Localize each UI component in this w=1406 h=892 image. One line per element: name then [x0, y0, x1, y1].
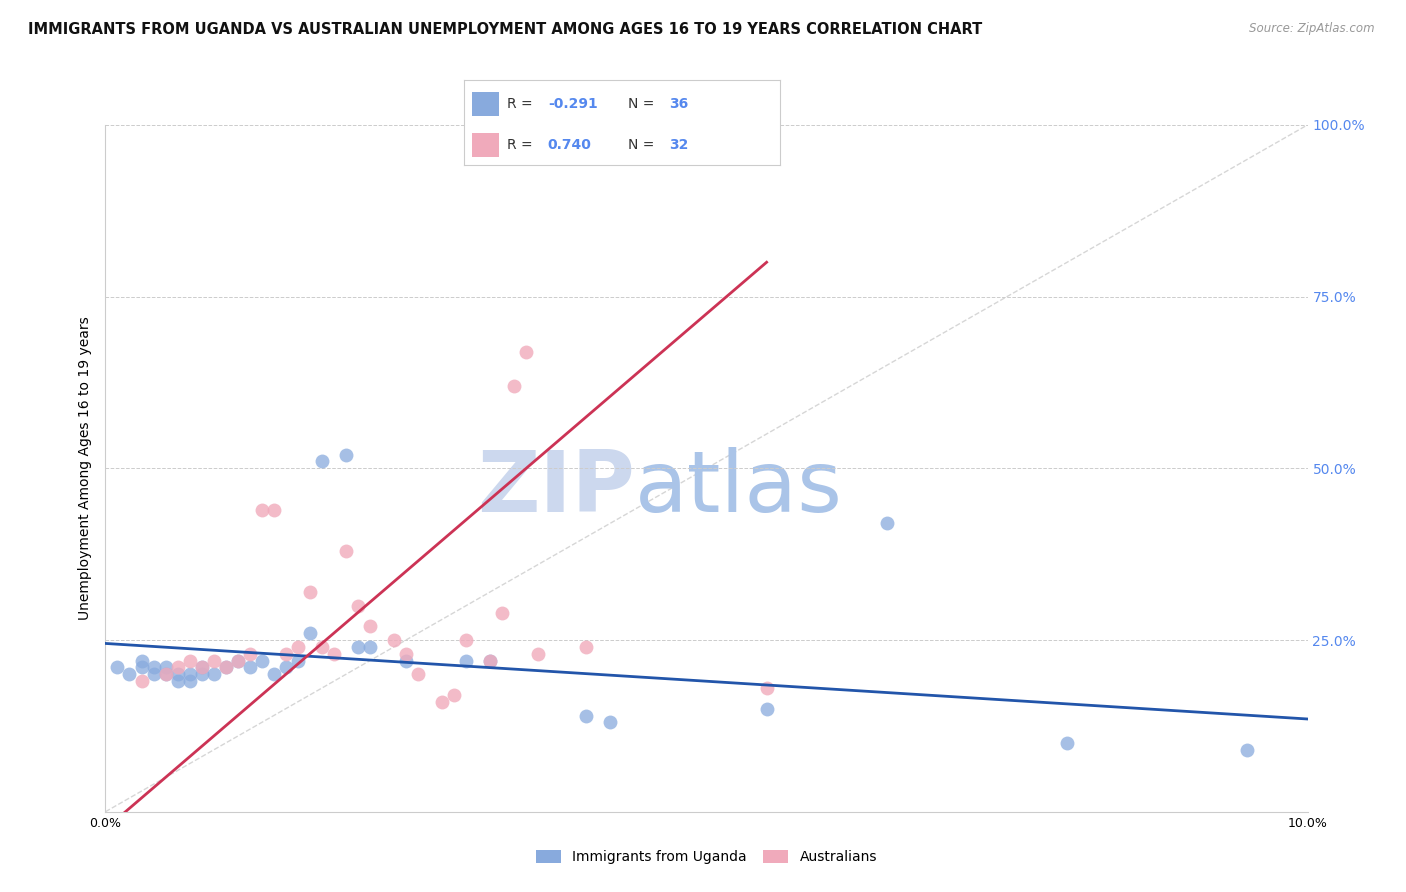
FancyBboxPatch shape [472, 92, 499, 116]
Text: R =: R = [506, 137, 537, 152]
Point [250, 654, 273, 668]
Text: R =: R = [506, 97, 537, 111]
Point [166, 674, 188, 689]
Point [214, 660, 236, 674]
Point [179, 674, 201, 689]
Point [166, 667, 188, 681]
Point [239, 660, 262, 674]
Point [287, 640, 309, 654]
Point [395, 654, 418, 668]
Point [454, 654, 477, 668]
Point [454, 633, 477, 648]
Text: ZIP: ZIP [477, 448, 634, 531]
Point [131, 654, 153, 668]
Point [515, 344, 537, 359]
Point [142, 667, 165, 681]
Point [359, 619, 381, 633]
Point [443, 688, 465, 702]
Point [274, 647, 297, 661]
Point [155, 667, 177, 681]
Point [406, 667, 429, 681]
Point [131, 660, 153, 674]
Point [479, 654, 502, 668]
Point [250, 502, 273, 516]
Point [755, 701, 778, 715]
Point [1236, 743, 1258, 757]
Point [755, 681, 778, 695]
Point [287, 654, 309, 668]
Point [311, 640, 333, 654]
Point [226, 654, 249, 668]
Text: 32: 32 [669, 137, 689, 152]
Point [202, 667, 225, 681]
Text: 36: 36 [669, 97, 689, 111]
Point [107, 660, 129, 674]
Point [359, 640, 381, 654]
Point [263, 667, 285, 681]
Point [118, 667, 141, 681]
Point [575, 640, 598, 654]
Text: atlas: atlas [634, 448, 842, 531]
Point [202, 654, 225, 668]
Legend: Immigrants from Uganda, Australians: Immigrants from Uganda, Australians [530, 845, 883, 870]
Point [179, 654, 201, 668]
Text: 0.740: 0.740 [548, 137, 592, 152]
Point [1056, 736, 1078, 750]
Point [322, 647, 344, 661]
Point [479, 654, 502, 668]
Point [298, 626, 321, 640]
Point [491, 606, 513, 620]
Text: -0.291: -0.291 [548, 97, 598, 111]
Point [335, 543, 357, 558]
Point [347, 640, 370, 654]
Point [298, 585, 321, 599]
Point [190, 660, 212, 674]
Point [166, 660, 188, 674]
Point [527, 647, 550, 661]
Text: IMMIGRANTS FROM UGANDA VS AUSTRALIAN UNEMPLOYMENT AMONG AGES 16 TO 19 YEARS CORR: IMMIGRANTS FROM UGANDA VS AUSTRALIAN UNE… [28, 22, 983, 37]
Point [575, 708, 598, 723]
Point [214, 660, 236, 674]
Point [395, 647, 418, 661]
Point [599, 715, 621, 730]
Point [190, 660, 212, 674]
FancyBboxPatch shape [472, 133, 499, 157]
Point [274, 660, 297, 674]
Point [179, 667, 201, 681]
Point [131, 674, 153, 689]
Point [263, 502, 285, 516]
Point [430, 695, 453, 709]
Y-axis label: Unemployment Among Ages 16 to 19 years: Unemployment Among Ages 16 to 19 years [79, 317, 93, 620]
Point [382, 633, 405, 648]
Text: N =: N = [628, 137, 659, 152]
Point [155, 660, 177, 674]
Point [503, 379, 526, 393]
Text: Source: ZipAtlas.com: Source: ZipAtlas.com [1250, 22, 1375, 36]
Point [155, 667, 177, 681]
Text: N =: N = [628, 97, 659, 111]
Point [347, 599, 370, 613]
Point [239, 647, 262, 661]
Point [142, 660, 165, 674]
Point [311, 454, 333, 468]
Point [876, 516, 898, 531]
Point [226, 654, 249, 668]
Point [190, 667, 212, 681]
Point [335, 448, 357, 462]
